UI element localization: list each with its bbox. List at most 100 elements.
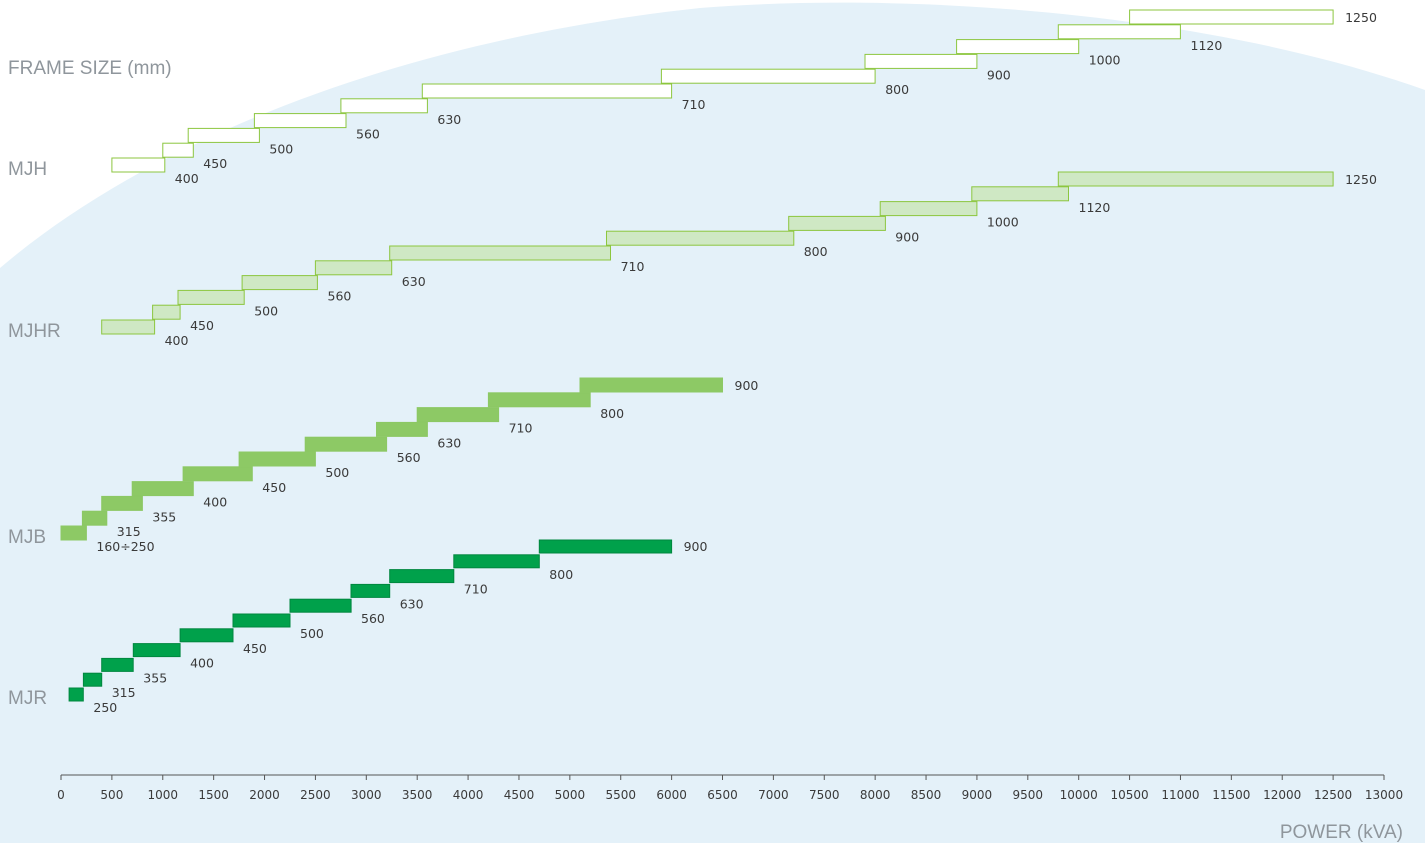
series-label-mjh: MJH <box>8 159 47 180</box>
x-tick-label-11500: 11500 <box>1212 788 1250 802</box>
bar-mjr-355 <box>101 657 134 672</box>
bar-label-mjh-1250: 1250 <box>1345 10 1377 25</box>
x-tick-label-5000: 5000 <box>555 788 586 802</box>
bar-mjb-355 <box>101 495 143 511</box>
bar-label-mjhr-630: 630 <box>402 274 426 289</box>
bar-label-mjh-630: 630 <box>437 112 461 127</box>
x-axis-label: POWER (kVA) <box>1280 822 1403 843</box>
x-tick-label-1500: 1500 <box>198 788 229 802</box>
bar-label-mjhr-710: 710 <box>621 259 645 274</box>
bar-mjhr-710 <box>389 245 612 261</box>
bar-label-mjb-400: 400 <box>203 495 227 510</box>
bar-mjh-1120 <box>1057 24 1181 40</box>
x-tick-label-2500: 2500 <box>300 788 331 802</box>
bar-label-mjr-500: 500 <box>300 626 324 641</box>
x-tick-label-8500: 8500 <box>911 788 942 802</box>
x-tick-label-4500: 4500 <box>504 788 535 802</box>
bar-mjr-250 <box>68 687 84 702</box>
bar-mjr-900 <box>538 539 673 554</box>
bar-label-mjb-710: 710 <box>509 421 533 436</box>
bar-label-mjh-1000: 1000 <box>1089 53 1121 68</box>
x-tick-label-6000: 6000 <box>656 788 687 802</box>
bar-label-mjh-800: 800 <box>885 82 909 97</box>
bar-label-mjr-355: 355 <box>143 670 167 685</box>
bar-mjh-1000 <box>956 39 1080 55</box>
x-tick-label-5500: 5500 <box>605 788 636 802</box>
x-tick-label-500: 500 <box>100 788 123 802</box>
bar-mjr-800 <box>453 554 540 569</box>
bar-mjb-400 <box>131 481 194 497</box>
x-tick-label-8000: 8000 <box>860 788 891 802</box>
x-tick-label-7500: 7500 <box>809 788 840 802</box>
bar-label-mjb-315: 315 <box>117 524 141 539</box>
x-tick-label-11000: 11000 <box>1161 788 1199 802</box>
bar-mjr-630 <box>350 583 391 598</box>
bar-mjr-450 <box>179 628 234 643</box>
bar-label-mjb-160÷250: 160÷250 <box>96 539 154 554</box>
bar-mjhr-900 <box>788 215 886 231</box>
x-tick-label-13000: 13000 <box>1365 788 1403 802</box>
bar-label-mjr-315: 315 <box>112 685 136 700</box>
bar-label-mjh-1120: 1120 <box>1191 38 1223 53</box>
bar-mjhr-1250 <box>1057 171 1334 187</box>
bar-label-mjr-630: 630 <box>400 596 424 611</box>
bar-mjh-1250 <box>1129 9 1334 25</box>
bar-mjr-710 <box>389 569 455 584</box>
bar-mjb-315 <box>81 510 108 526</box>
bar-label-mjhr-400: 400 <box>165 333 189 348</box>
bar-mjr-315 <box>82 672 103 687</box>
bar-label-mjb-355: 355 <box>152 509 176 524</box>
bar-mjhr-560 <box>241 275 318 291</box>
x-tick-label-10000: 10000 <box>1060 788 1098 802</box>
bar-label-mjhr-900: 900 <box>895 229 919 244</box>
bar-mjh-900 <box>864 53 978 69</box>
bar-mjhr-500 <box>177 289 245 305</box>
bar-mjb-160÷250 <box>60 525 87 541</box>
bar-mjr-400 <box>132 643 181 658</box>
x-tick-label-0: 0 <box>57 788 65 802</box>
bar-mjb-450 <box>182 466 253 482</box>
bar-mjh-710 <box>421 83 673 99</box>
bar-label-mjr-450: 450 <box>243 641 267 656</box>
bar-label-mjhr-1250: 1250 <box>1345 172 1377 187</box>
x-tick-label-12500: 12500 <box>1314 788 1352 802</box>
bar-label-mjh-500: 500 <box>269 141 293 156</box>
bar-label-mjr-400: 400 <box>190 656 214 671</box>
series-mjh: 400 450 500 560 630 710 800 900 1000 1120 1250 MJH <box>8 9 1377 186</box>
bar-label-mjhr-500: 500 <box>254 303 278 318</box>
x-tick-label-6500: 6500 <box>707 788 738 802</box>
series-label-mjb: MJB <box>8 527 46 548</box>
series-layer: 400 450 500 560 630 710 800 900 1000 1120 1250 MJH 4… <box>8 9 1377 715</box>
x-tick-label-3000: 3000 <box>351 788 382 802</box>
bar-mjb-630 <box>376 421 428 437</box>
bar-mjh-450 <box>162 142 194 158</box>
bar-mjhr-1120 <box>971 186 1069 202</box>
bar-mjhr-450 <box>152 304 181 320</box>
bar-mjb-500 <box>238 451 316 467</box>
x-tick-label-12000: 12000 <box>1263 788 1301 802</box>
bar-mjh-800 <box>660 68 876 84</box>
bar-label-mjh-560: 560 <box>356 127 380 142</box>
bar-label-mjhr-1120: 1120 <box>1079 200 1111 215</box>
bar-mjhr-630 <box>314 260 393 276</box>
bar-mjb-900 <box>579 377 723 393</box>
bar-mjb-800 <box>487 392 591 408</box>
bar-mjr-500 <box>232 613 291 628</box>
bar-mjh-630 <box>340 98 428 114</box>
bar-label-mjhr-560: 560 <box>328 289 352 304</box>
bar-label-mjr-800: 800 <box>549 567 573 582</box>
series-label-mjr: MJR <box>8 688 47 709</box>
x-tick-label-9500: 9500 <box>1013 788 1044 802</box>
bar-mjb-560 <box>304 436 388 452</box>
bar-label-mjb-500: 500 <box>325 465 349 480</box>
bar-mjr-560 <box>289 598 352 613</box>
bar-label-mjb-900: 900 <box>735 378 759 393</box>
series-label-mjhr: MJHR <box>8 321 61 342</box>
bar-mjb-710 <box>416 407 500 423</box>
